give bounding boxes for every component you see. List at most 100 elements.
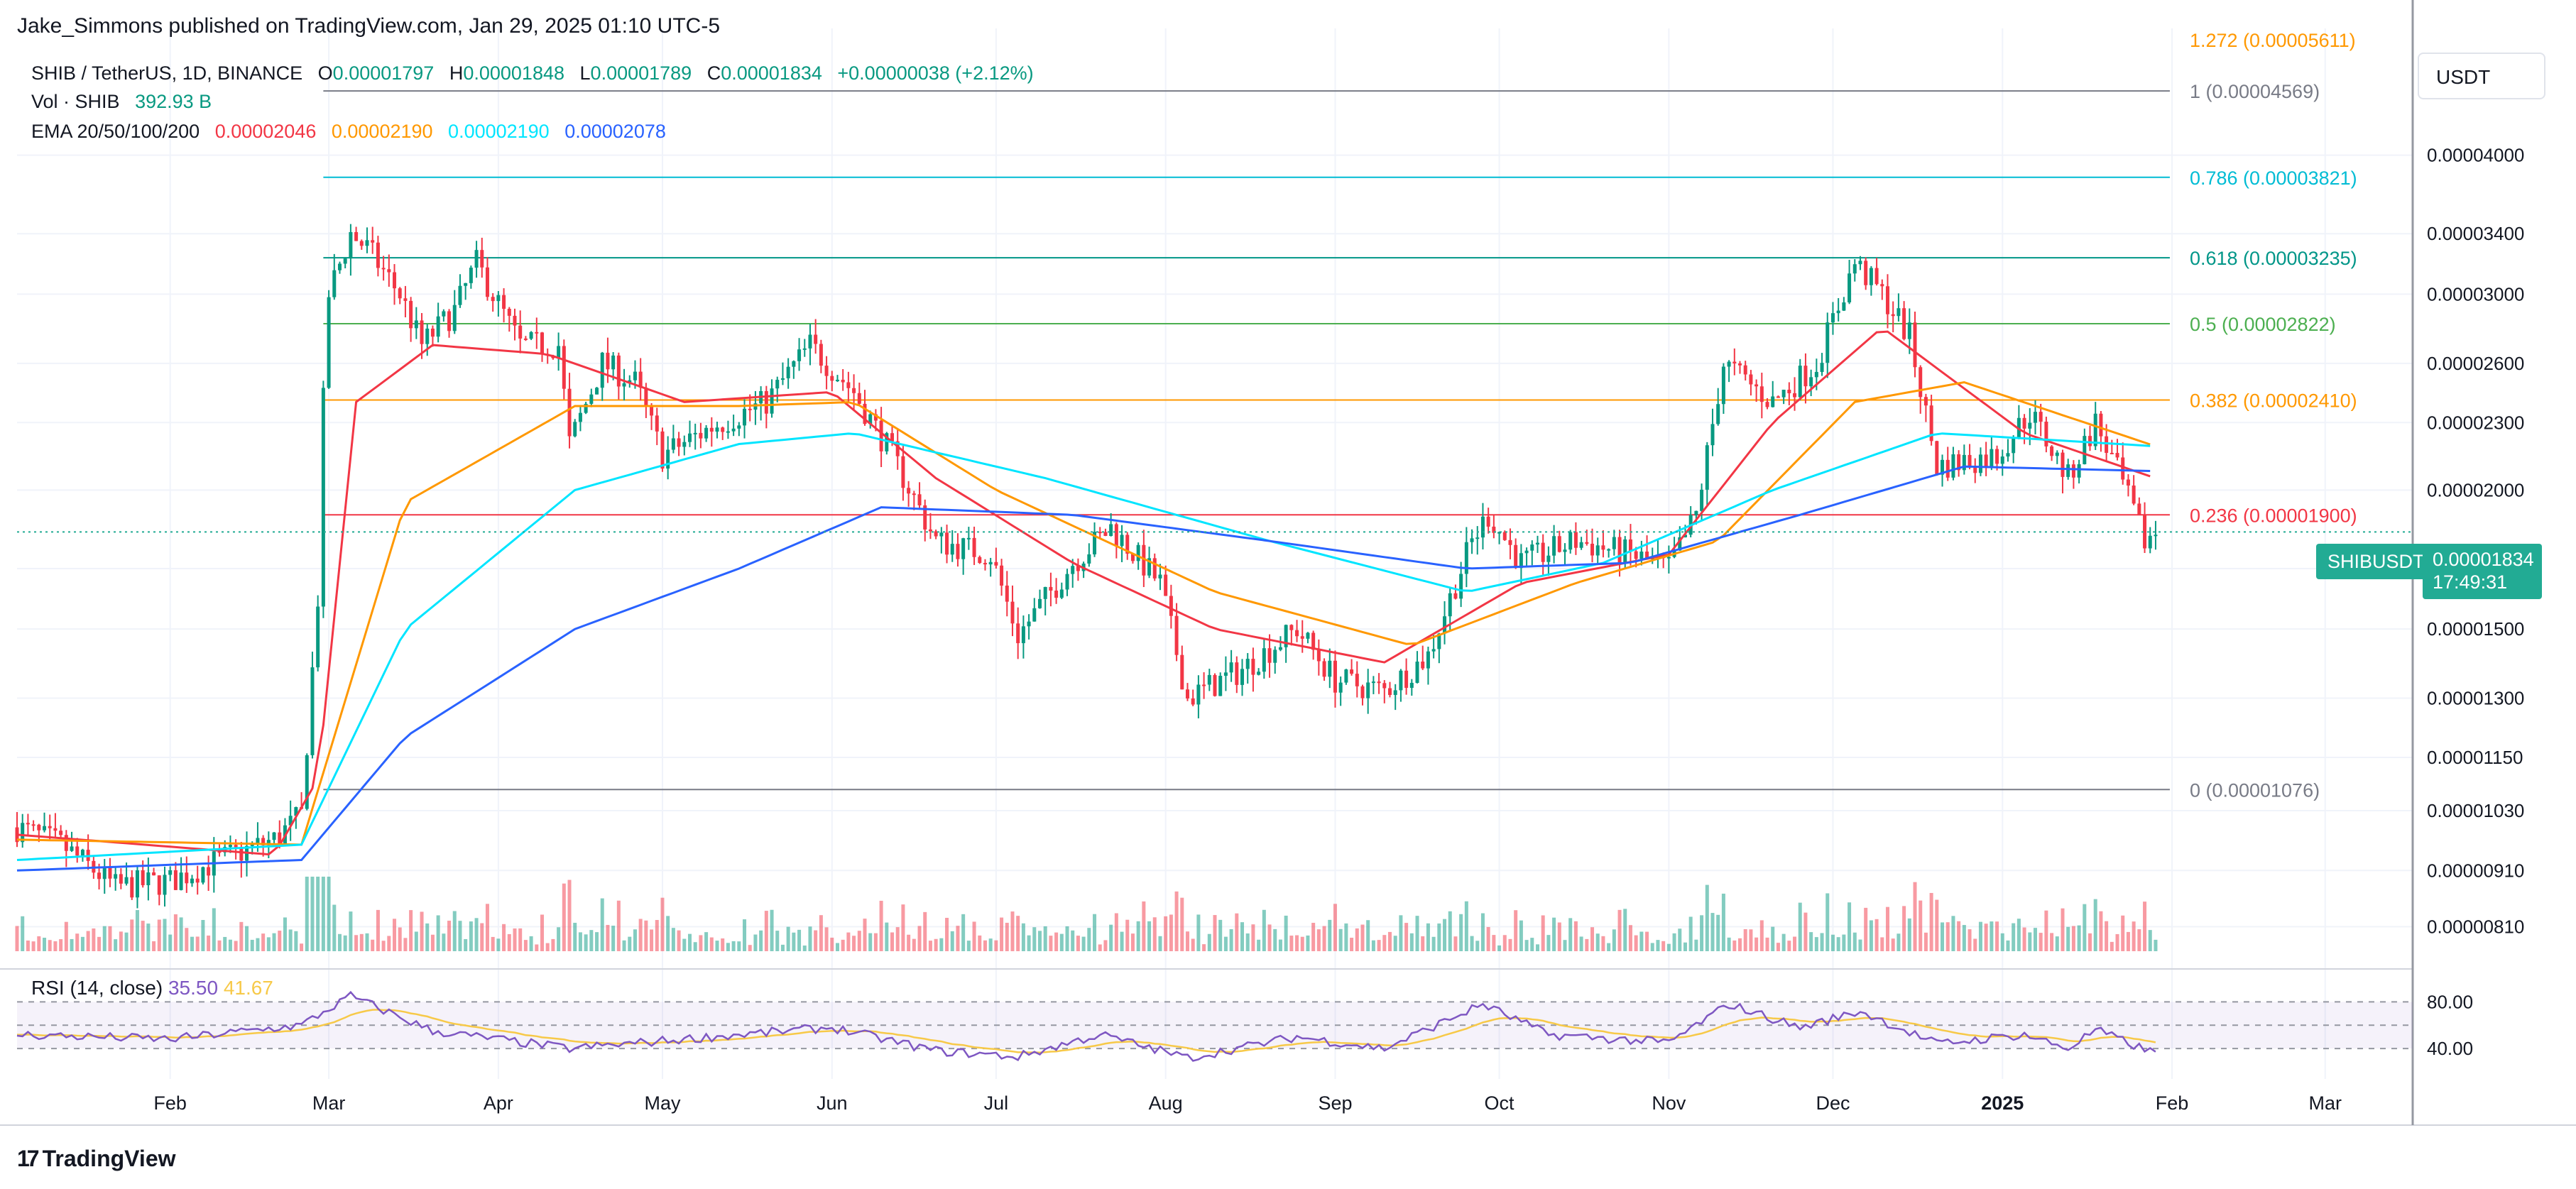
candle-body [1475, 537, 1480, 539]
volume-bar [557, 927, 561, 951]
candle-body [1130, 553, 1135, 561]
candle-body [797, 349, 802, 361]
volume-bar [1240, 922, 1245, 951]
volume-bar [337, 933, 342, 951]
volume-bar [1486, 926, 1490, 951]
volume-bar [266, 937, 271, 951]
candle-body [1771, 396, 1775, 407]
volume-bar [1295, 935, 1299, 951]
volume-bar [223, 936, 227, 951]
candle-body [1858, 261, 1862, 265]
volume-bar [693, 942, 697, 951]
candle-body [1404, 670, 1409, 689]
volume-bar [458, 921, 462, 951]
candle-body [1289, 625, 1294, 630]
candle-body [1426, 651, 1430, 669]
volume-bar [868, 933, 873, 951]
candle-body [1328, 660, 1332, 677]
rsi-legend[interactable]: RSI (14, close) 35.50 41.67 [31, 977, 273, 999]
candle-body [1257, 672, 1261, 675]
candle-body [589, 394, 594, 404]
volume-bar [775, 931, 780, 951]
candle-body [26, 823, 30, 825]
volume-bar [1793, 936, 1797, 951]
fib-level-label: 0.786 (0.00003821) [2190, 168, 2357, 189]
y-tick-label: 0.00001150 [2427, 747, 2523, 768]
volume-bar [496, 938, 501, 951]
rsi-value: 35.50 [168, 977, 219, 999]
volume-bar [628, 936, 632, 951]
volume-bar [1136, 921, 1140, 951]
candle-body [458, 285, 462, 305]
candle-body [1114, 524, 1118, 547]
volume-bar [2143, 902, 2147, 951]
volume-bar [1678, 928, 1682, 951]
volume-legend[interactable]: Vol · SHIB 392.93 B [31, 91, 222, 113]
candle-body [381, 268, 386, 270]
volume-bar [1492, 935, 1496, 951]
volume-bar [430, 934, 435, 951]
candle-body [168, 870, 173, 875]
volume-bar [1245, 933, 1250, 951]
candle-body [1973, 467, 1977, 473]
candle-body [1945, 459, 1950, 478]
volume-bar [294, 931, 298, 951]
candle-body [1437, 633, 1441, 650]
volume-bar [1568, 918, 1573, 951]
volume-bar [1093, 914, 1097, 951]
candle-body [1399, 670, 1403, 691]
volume-bar [1716, 914, 1720, 951]
volume-bar [1360, 924, 1365, 951]
volume-bar [1945, 922, 1950, 951]
candle-body [1147, 558, 1152, 576]
candle-body [1421, 661, 1425, 669]
candle-body [239, 847, 244, 861]
candle-body [1585, 542, 1589, 544]
volume-bar [1257, 939, 1261, 951]
candle-body [173, 870, 178, 890]
candle-body [1968, 454, 1972, 468]
volume-bar [1000, 917, 1004, 951]
candle-body [1830, 313, 1835, 323]
candle-body [228, 845, 232, 848]
candle-body [1732, 361, 1737, 363]
volume-bar [1623, 909, 1627, 951]
currency-button[interactable]: USDT [2418, 53, 2545, 99]
tradingview-logo[interactable]: 17 TradingView [17, 1146, 176, 1172]
volume-bar [491, 936, 495, 951]
candle-body [179, 872, 183, 890]
candle-body [1710, 424, 1715, 446]
candle-body [146, 872, 151, 886]
volume-bar [1443, 919, 1447, 951]
volume-bar [650, 929, 654, 951]
volume-bar [1426, 923, 1430, 951]
volume-bar [1218, 919, 1223, 951]
candle-body [1880, 284, 1884, 287]
candle-body [693, 432, 697, 434]
candle-body [1262, 648, 1266, 672]
volume-bar [2071, 926, 2075, 951]
volume-bar [420, 911, 424, 951]
volume-bar [86, 931, 90, 951]
volume-bar [1941, 922, 1945, 951]
volume-bar [2121, 915, 2125, 951]
volume-bar [130, 919, 134, 951]
volume-bar [819, 915, 823, 951]
volume-bar [721, 938, 725, 951]
candle-body [414, 320, 418, 329]
ema-legend[interactable]: EMA 20/50/100/200 0.00002046 0.00002190 … [31, 121, 676, 143]
candle-body [1448, 593, 1452, 617]
candle-body [1759, 386, 1764, 402]
candle-body [1891, 314, 1895, 317]
volume-bar [1180, 897, 1184, 951]
x-tick-label: Oct [1485, 1092, 1515, 1114]
x-tick-label: Mar [312, 1092, 346, 1114]
candle-body [1125, 535, 1130, 554]
candle-body [1754, 384, 1759, 387]
candle-body [207, 867, 211, 876]
volume-bar [1262, 909, 1266, 951]
symbol-title[interactable]: SHIB / TetherUS, 1D, BINANCE [31, 62, 303, 84]
tradingview-mark-icon: 17 [17, 1146, 40, 1171]
volume-bar [1607, 943, 1611, 951]
